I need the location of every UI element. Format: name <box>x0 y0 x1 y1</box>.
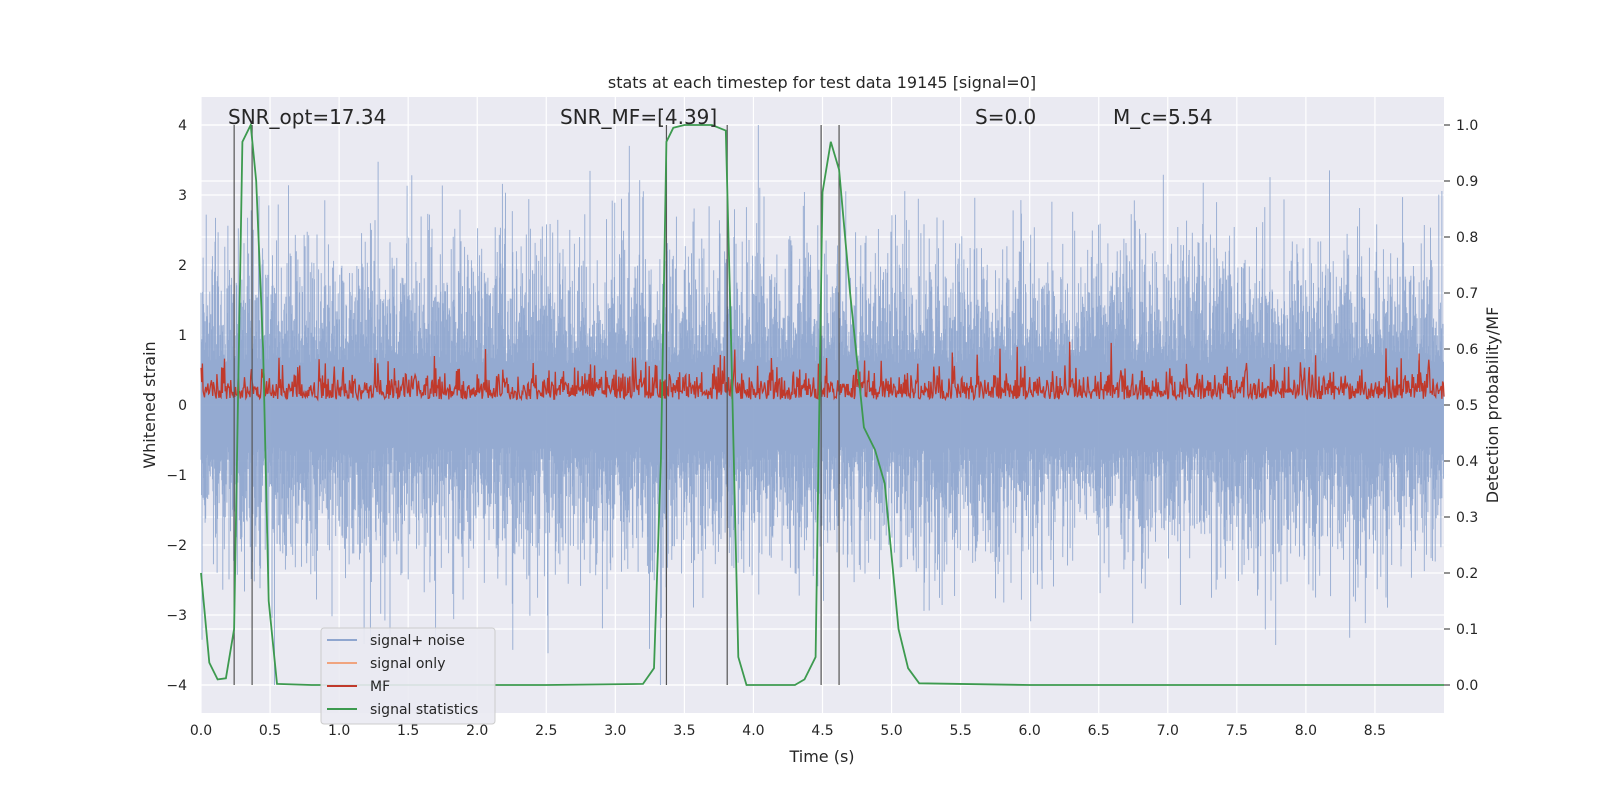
y-tick-label-left: 1 <box>178 328 187 344</box>
x-tick-label: 3.0 <box>604 723 626 739</box>
x-tick-label: 0.5 <box>259 723 281 739</box>
y-tick-label-right: 0.7 <box>1456 286 1478 302</box>
annotation-s: S=0.0 <box>975 105 1036 129</box>
signal-statistics-line <box>200 121 1444 686</box>
x-tick-label: 0.0 <box>190 723 212 739</box>
y-axis-right-ticks: 0.0 0.1 0.2 0.3 0.4 0.5 0.6 0.7 0.8 0.9 1.0 <box>1444 118 1478 694</box>
annotation-snr-opt: SNR_opt=17.34 <box>228 105 386 129</box>
y-axis-left-label: Whitened strain <box>140 341 159 468</box>
y-tick-label-right: 0.0 <box>1456 678 1478 694</box>
y-tick-label-left: −3 <box>166 608 187 624</box>
y-tick-label-right: 0.1 <box>1456 622 1478 638</box>
x-axis-ticks: 0.0 0.5 1.0 1.5 2.0 2.5 3.0 3.5 4.0 4.5 5.0 5.5 6.0 6… <box>190 723 1386 739</box>
x-tick-label: 7.0 <box>1157 723 1179 739</box>
y-tick-label-left: 4 <box>178 118 187 134</box>
x-tick-label: 6.0 <box>1019 723 1041 739</box>
annotation-snr-mf: SNR_MF=[4.39] <box>560 105 717 129</box>
legend-label-noise: signal+ noise <box>370 633 465 649</box>
x-tick-label: 4.0 <box>742 723 764 739</box>
mf-series <box>200 341 1445 402</box>
y-tick-label-right: 0.6 <box>1456 342 1478 358</box>
x-tick-label: 8.5 <box>1364 723 1386 739</box>
x-tick-label: 8.0 <box>1295 723 1317 739</box>
y-tick-label-right: 0.2 <box>1456 566 1478 582</box>
x-tick-label: 3.5 <box>673 723 695 739</box>
y-tick-label-left: 2 <box>178 258 187 274</box>
x-tick-label: 6.5 <box>1088 723 1110 739</box>
y-tick-label-left: −4 <box>166 678 187 694</box>
y-tick-label-right: 0.3 <box>1456 510 1478 526</box>
x-axis-label: Time (s) <box>788 747 854 766</box>
y-tick-label-left: −1 <box>166 468 187 484</box>
annotation-mc: M_c=5.54 <box>1113 105 1213 129</box>
y-tick-label-right: 1.0 <box>1456 118 1478 134</box>
x-tick-label: 5.0 <box>880 723 902 739</box>
y-tick-label-left: −2 <box>166 538 187 554</box>
mf-trace <box>200 341 1445 402</box>
chart-title: stats at each timestep for test data 191… <box>608 73 1036 92</box>
legend-label-statistics: signal statistics <box>370 702 478 718</box>
y-axis-right-label: Detection probability/MF <box>1483 307 1502 504</box>
x-tick-label: 7.5 <box>1226 723 1248 739</box>
y-tick-label-right: 0.5 <box>1456 398 1478 414</box>
y-tick-label-right: 0.8 <box>1456 230 1478 246</box>
legend-label-signal-only: signal only <box>370 656 445 672</box>
y-axis-left-ticks: −4 −3 −2 −1 0 1 2 3 4 <box>166 118 187 694</box>
x-tick-label: 1.0 <box>328 723 350 739</box>
signal-statistics-series <box>200 121 1444 686</box>
legend-box <box>320 627 496 725</box>
x-tick-label: 1.5 <box>397 723 419 739</box>
y-tick-label-left: 3 <box>178 188 187 204</box>
x-tick-label: 4.5 <box>811 723 833 739</box>
x-tick-label: 2.5 <box>535 723 557 739</box>
legend-label-mf: MF <box>370 679 390 695</box>
legend: signal+ noise signal only MF signal stat… <box>320 627 496 725</box>
x-tick-label: 2.0 <box>466 723 488 739</box>
y-tick-label-left: 0 <box>178 398 187 414</box>
y-tick-label-right: 0.9 <box>1456 174 1478 190</box>
y-tick-label-right: 0.4 <box>1456 454 1478 470</box>
x-tick-label: 5.5 <box>949 723 971 739</box>
